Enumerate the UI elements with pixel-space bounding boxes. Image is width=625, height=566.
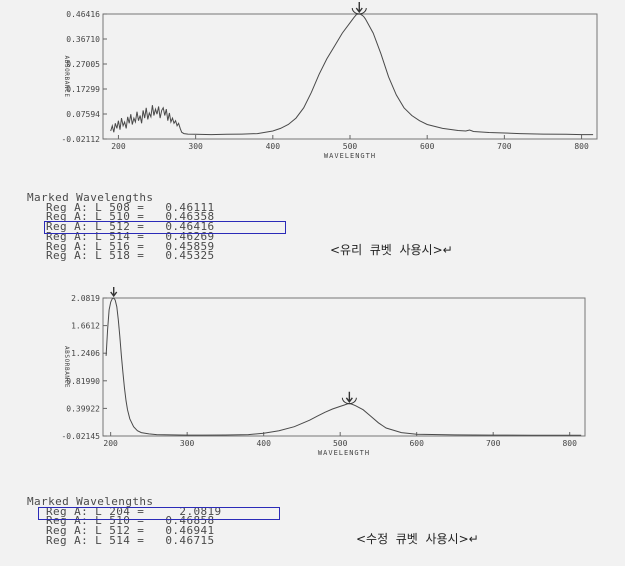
y-tick-label: 0.36710 xyxy=(66,35,100,44)
peak-marker-icon xyxy=(351,2,367,15)
y-tick-label: 2.0819 xyxy=(71,294,100,303)
y-tick-label: 0.07594 xyxy=(66,110,100,119)
x-tick-label: 700 xyxy=(497,142,512,151)
list-item: Reg A: L 510 = 0.46858 xyxy=(46,514,215,528)
marked-wavelengths-header: Marked Wavelengths xyxy=(27,495,154,508)
x-tick-label: 500 xyxy=(333,439,348,448)
list-item: Reg A: L 516 = 0.45859 xyxy=(46,239,215,253)
y-tick-label: 0.27005 xyxy=(66,60,100,69)
plot-frame xyxy=(102,13,598,140)
y-tick-label: 0.81990 xyxy=(66,377,100,386)
x-tick-label: 800 xyxy=(562,439,577,448)
x-axis-title: WAVELENGTH xyxy=(324,152,376,160)
glass-cuvette-spectrum-chart: 0.46416 0.36710 0.27005 0.17299 0.07594 -0.02… xyxy=(61,2,598,160)
glass-cuvette-note: <유리 큐벳 사용시>↵ xyxy=(330,243,453,257)
y-tick-label: 1.6612 xyxy=(71,322,100,331)
x-tick-label: 500 xyxy=(343,142,358,151)
list-item: Reg A: L 518 = 0.45325 xyxy=(46,249,215,263)
x-tick-label: 300 xyxy=(188,142,203,151)
peak-marker-icon xyxy=(110,287,118,298)
list-item: Reg A: L 512 = 0.46416 xyxy=(46,220,215,234)
y-axis-title: ABSORBANCE xyxy=(63,55,70,97)
x-tick-label: 400 xyxy=(266,142,281,151)
list-item: Reg A: L 514 = 0.46715 xyxy=(46,533,215,547)
list-item: Reg A: L 204 = 2.0819 xyxy=(46,504,222,518)
x-tick-label: 200 xyxy=(111,142,126,151)
peak-marker-icon xyxy=(341,391,357,405)
y-tick-label: -0.02145 xyxy=(61,432,100,441)
spectrum-line xyxy=(110,13,594,136)
y-tick-label: 0.46416 xyxy=(66,10,100,19)
x-tick-label: 700 xyxy=(486,439,501,448)
list-item: Reg A: L 514 = 0.46269 xyxy=(46,229,215,243)
plot-frame xyxy=(102,297,586,437)
x-tick-label: 800 xyxy=(574,142,589,151)
x-tick-label: 600 xyxy=(420,142,435,151)
marked-wavelengths-quartz: Marked Wavelengths Reg A: L 204 = 2.0819… xyxy=(27,495,222,547)
list-item: Reg A: L 510 = 0.46358 xyxy=(46,210,215,224)
highlight-box-512 xyxy=(44,221,286,234)
x-tick-label: 300 xyxy=(180,439,195,448)
x-tick-label: 600 xyxy=(409,439,424,448)
y-tick-label: -0.02112 xyxy=(61,135,100,144)
y-tick-label: 1.2406 xyxy=(71,349,100,358)
y-tick-label: 0.39922 xyxy=(66,404,100,413)
y-axis-title: ABSORBANCE xyxy=(63,346,70,388)
quartz-cuvette-note: <수정 큐벳 사용시>↵ xyxy=(356,532,479,546)
x-tick-label: 400 xyxy=(256,439,271,448)
spectrum-line xyxy=(105,297,582,436)
list-item: Reg A: L 508 = 0.46111 xyxy=(46,200,215,214)
highlight-box-204 xyxy=(38,507,280,520)
list-item: Reg A: L 512 = 0.46941 xyxy=(46,524,215,538)
marked-wavelengths-header: Marked Wavelengths xyxy=(27,191,154,204)
x-tick-label: 200 xyxy=(103,439,118,448)
quartz-cuvette-spectrum-chart: 2.0819 1.6612 1.2406 0.81990 0.39922 -0.02145… xyxy=(61,287,586,457)
x-axis-title: WAVELENGTH xyxy=(318,449,370,457)
y-tick-label: 0.17299 xyxy=(66,85,100,94)
marked-wavelengths-glass: Marked Wavelengths Reg A: L 508 = 0.4611… xyxy=(27,191,215,263)
